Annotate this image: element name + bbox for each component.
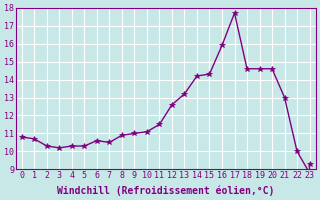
X-axis label: Windchill (Refroidissement éolien,°C): Windchill (Refroidissement éolien,°C): [57, 185, 274, 196]
